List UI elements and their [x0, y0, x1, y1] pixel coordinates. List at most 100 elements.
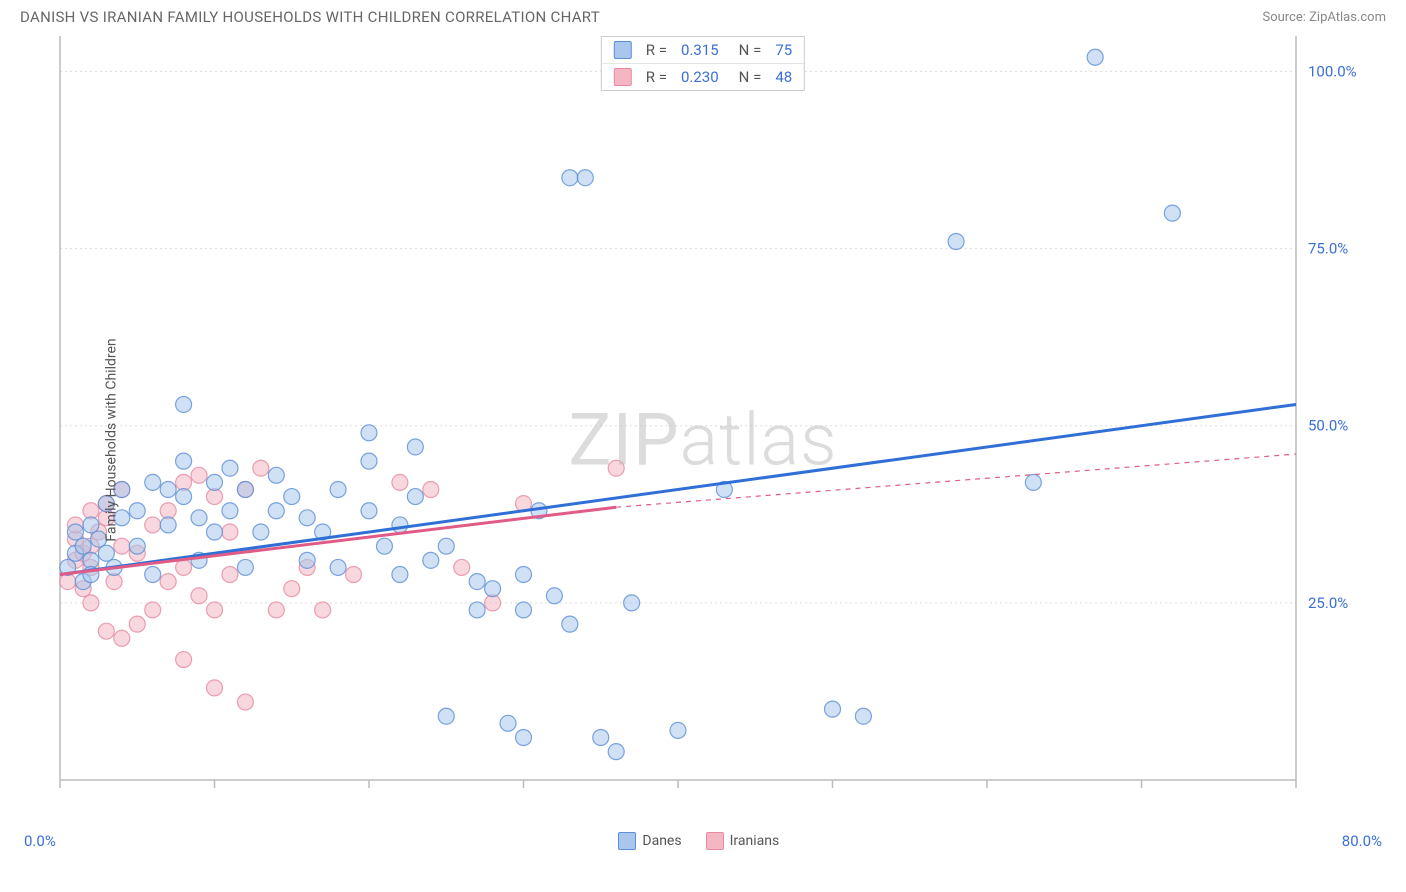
data-point [191, 588, 207, 604]
data-point [114, 630, 130, 646]
data-point [948, 233, 964, 249]
chart-title: DANISH VS IRANIAN FAMILY HOUSEHOLDS WITH… [20, 8, 600, 26]
chart-area: Family Households with Children 25.0%50.… [20, 30, 1386, 850]
stats-row-iranians: R = 0.230 N = 48 [602, 64, 804, 90]
data-point [176, 652, 192, 668]
data-point [207, 680, 223, 696]
data-point [207, 602, 223, 618]
data-point [670, 722, 686, 738]
data-point [423, 481, 439, 497]
data-point [145, 474, 161, 490]
scatter-plot-svg: 25.0% 50.0% 75.0% 100.0% [20, 30, 1386, 820]
data-point [315, 602, 331, 618]
x-axis-row: 0.0% Danes Iranians 80.0% [20, 832, 1386, 850]
stats-swatch-danes [614, 41, 632, 59]
data-point [145, 517, 161, 533]
data-point [237, 559, 253, 575]
x-axis-min-label: 0.0% [24, 832, 56, 850]
data-point [1025, 474, 1041, 490]
data-point [284, 489, 300, 505]
data-point [268, 467, 284, 483]
data-point [392, 474, 408, 490]
data-point [469, 574, 485, 590]
data-point [268, 503, 284, 519]
data-point [855, 708, 871, 724]
data-point [825, 701, 841, 717]
data-point [562, 616, 578, 632]
data-point [176, 453, 192, 469]
data-point [284, 581, 300, 597]
trend-line-iranians-extrapolated [616, 454, 1296, 507]
data-point [392, 567, 408, 583]
data-point [469, 602, 485, 618]
data-point [176, 396, 192, 412]
svg-text:75.0%: 75.0% [1308, 240, 1348, 258]
data-point [222, 567, 238, 583]
stats-row-danes: R = 0.315 N = 75 [602, 37, 804, 64]
data-point [237, 481, 253, 497]
data-point [222, 460, 238, 476]
stats-box: R = 0.315 N = 75 R = 0.230 N = 48 [601, 36, 805, 91]
data-point [346, 567, 362, 583]
legend-label-iranians: Iranians [730, 833, 780, 849]
svg-text:100.0%: 100.0% [1308, 62, 1357, 80]
data-point [176, 489, 192, 505]
data-point [98, 623, 114, 639]
data-point [129, 503, 145, 519]
data-point [516, 602, 532, 618]
data-point [516, 567, 532, 583]
data-point [176, 559, 192, 575]
series-legend: Danes Iranians [618, 832, 779, 850]
data-point [160, 517, 176, 533]
data-point [392, 517, 408, 533]
data-point [207, 524, 223, 540]
svg-text:50.0%: 50.0% [1308, 417, 1348, 435]
data-point [253, 524, 269, 540]
data-point [361, 425, 377, 441]
data-point [454, 559, 470, 575]
data-point [438, 708, 454, 724]
data-point [145, 567, 161, 583]
data-point [160, 574, 176, 590]
legend-swatch-danes [618, 832, 636, 850]
data-point [145, 602, 161, 618]
data-point [376, 538, 392, 554]
data-point [237, 694, 253, 710]
data-point [423, 552, 439, 568]
data-point [516, 729, 532, 745]
data-point [546, 588, 562, 604]
data-point [608, 744, 624, 760]
x-axis-max-label: 80.0% [1342, 832, 1382, 850]
data-point [98, 545, 114, 561]
data-point [222, 524, 238, 540]
data-point [129, 538, 145, 554]
data-point [485, 581, 501, 597]
legend-item-iranians: Iranians [706, 832, 780, 850]
data-point [330, 559, 346, 575]
data-point [299, 552, 315, 568]
data-point [191, 467, 207, 483]
data-point [407, 489, 423, 505]
data-point [562, 170, 578, 186]
data-point [624, 595, 640, 611]
stats-swatch-iranians [614, 68, 632, 86]
legend-swatch-iranians [706, 832, 724, 850]
source-attribution: Source: ZipAtlas.com [1262, 10, 1386, 25]
legend-item-danes: Danes [618, 832, 681, 850]
data-point [1164, 205, 1180, 221]
data-point [608, 460, 624, 476]
legend-label-danes: Danes [642, 833, 681, 849]
data-point [67, 524, 83, 540]
data-point [268, 602, 284, 618]
data-point [438, 538, 454, 554]
data-point [253, 460, 269, 476]
data-point [222, 503, 238, 519]
data-point [407, 439, 423, 455]
data-point [129, 616, 145, 632]
svg-text:25.0%: 25.0% [1308, 594, 1348, 612]
data-point [1087, 49, 1103, 65]
data-point [500, 715, 516, 731]
data-point [361, 453, 377, 469]
data-point [75, 538, 91, 554]
data-point [330, 481, 346, 497]
